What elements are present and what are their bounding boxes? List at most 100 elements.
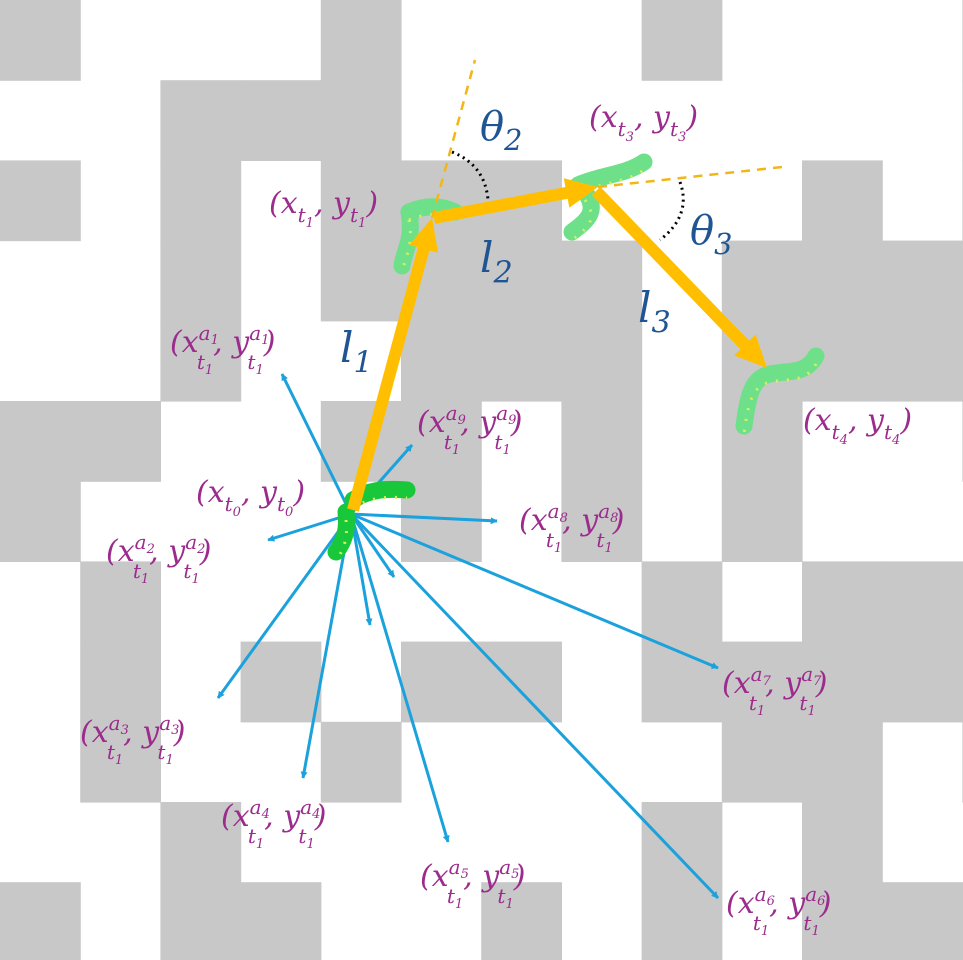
grid-cell [160,160,242,242]
grid-cell [802,721,883,803]
grid-cell [641,882,723,960]
trajectory-path [347,59,783,512]
grid-cell [80,641,161,723]
grid-cell [802,641,883,723]
grid-cell [561,240,643,322]
label-theta3: θ3 [690,208,732,261]
grid-cell [0,160,81,242]
grid-cell [641,802,723,883]
grid-cell [160,240,242,322]
grid-cell [0,401,81,482]
label-l1: l1 [340,323,373,381]
grid-cell [481,882,562,960]
grid-cell [561,401,643,482]
segment-l1-arrow [347,218,439,512]
grid-cell [561,481,643,562]
sample-arrow [216,513,353,699]
grid-cell [320,160,402,242]
label-l2: l2 [480,233,513,291]
grid-cell [320,240,402,322]
grid-cell [721,641,803,723]
grid-cell [0,882,81,960]
label-point-t1: (xt1, yt1) [269,186,378,231]
sample-arrow [349,513,396,578]
label-sample-a4: (xa4 t1, ya4 t1) [221,795,326,852]
label-sample-a2: (xa2 t1, ya2 t1) [106,530,211,587]
grid-cell [721,240,803,322]
label-sample-a7: (xa7 t1, ya7 t1) [722,662,827,719]
grid-cell [802,882,883,960]
grid-cell [401,481,482,562]
agent-t3 [563,153,653,242]
grid-cell [320,721,402,803]
label-sample-a3: (xa3 t1, ya3 t1) [80,711,185,768]
angle-arc-theta2 [451,150,490,201]
grid-cell [401,320,482,402]
grid-cell [882,882,963,960]
grid-cell [802,802,883,883]
grid-cell [641,561,723,643]
grid-cell [641,641,723,723]
grid-cell [320,0,402,81]
grid-cell [882,320,963,402]
grid-cell [721,481,803,562]
sample-arrow [350,512,498,525]
coordinate-labels: (xt0, yt0) (xt1, yt1) (xt3, yt3) (xt4, yt4)… [80,100,912,939]
grid-cell [0,481,81,562]
grid-cell [401,401,482,482]
grid-cell [802,160,883,242]
sample-arrow [350,512,719,670]
grid-cell [160,320,242,402]
grid-cell [561,320,643,402]
angle-arc-theta3 [659,181,685,242]
grid-cell [481,641,562,723]
label-point-t0: (xt0, yt0) [196,475,305,520]
grid-cell [240,80,322,161]
segment-l2-arrow [432,178,598,224]
label-theta2: θ2 [480,104,522,157]
label-sample-a6: (xa6 t1, ya6 t1) [726,882,831,939]
grid-cell [641,0,723,81]
grid-cell [240,882,322,960]
label-sample-a5: (xa5 t1, ya5 t1) [420,855,525,912]
reference-dash-l1 [430,59,477,219]
sample-arrow [349,513,373,626]
sample-arrow [349,513,450,843]
sample-arrow [267,512,352,542]
label-sample-a8: (xa8 t1, ya8 t1) [519,499,624,556]
grid-cell [721,401,803,482]
sample-arrow [300,513,353,779]
grid-cell [240,641,322,723]
grid-cell [160,80,242,161]
grid-cell [160,882,242,960]
label-sample-a9: (xa9 t1, ya9 t1) [417,401,522,458]
grid-cell [882,240,963,322]
label-point-t4: (xt4, yt4) [803,403,912,448]
grid-cell [802,561,883,643]
grid-cell [320,80,402,161]
grid-cell [882,561,963,643]
grid-cell [481,240,562,322]
segment-l3-arrow [591,186,767,368]
label-sample-a1: (xa1 t1, ya1 t1) [170,321,275,378]
label-l3: l3 [638,283,671,341]
grid-cell [0,0,81,81]
sample-arrows [216,373,720,900]
grid-cell [481,320,562,402]
grid-cell [160,802,242,883]
grid-cell [80,401,161,482]
grid-cell [882,641,963,723]
label-point-t3: (xt3, yt3) [589,100,698,145]
sample-arrow [280,373,353,515]
sample-arrow [349,512,720,900]
grid-cell [401,641,482,723]
grid-cell [721,721,803,803]
grid-cell [802,240,883,322]
grid-cell [80,721,161,803]
grid-cell [80,561,161,643]
agent-t0 [327,480,416,561]
agent-t4 [735,347,825,435]
